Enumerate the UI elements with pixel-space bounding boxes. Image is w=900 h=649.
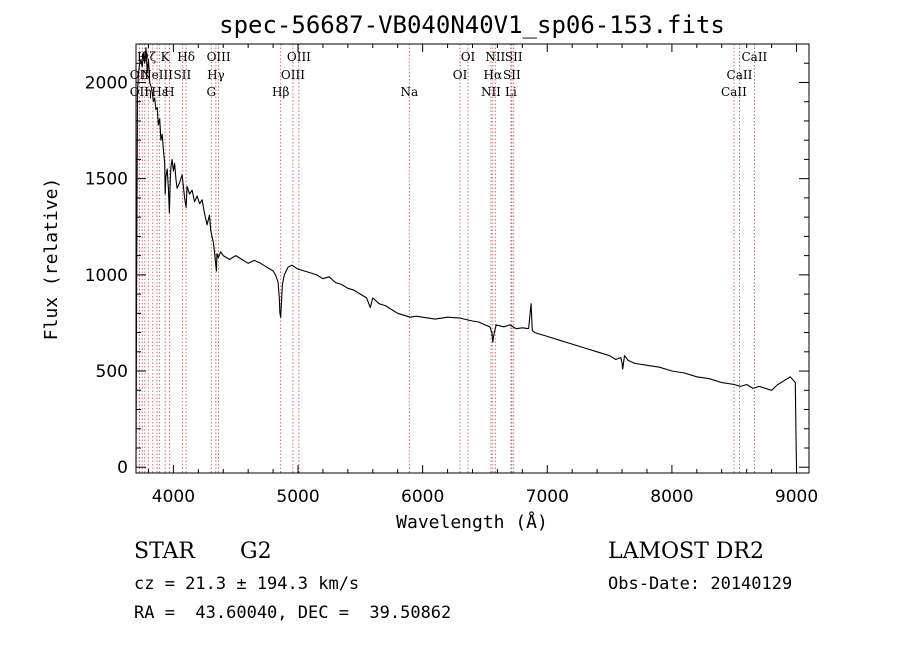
redshift-readout: cz = 21.3 ± 194.3 km/s	[134, 574, 360, 594]
x-tick-label-0: 4000	[152, 487, 195, 507]
y-tick-label-0: 0	[117, 458, 128, 478]
line-label-0: OII	[130, 68, 150, 82]
line-label-15: Hβ	[272, 85, 289, 99]
x-axis: 4000 5000 6000 7000 8000 9000	[147, 44, 818, 507]
x-tick-label-2: 6000	[401, 487, 444, 507]
line-label-4: η	[145, 85, 152, 99]
line-label-21: NII	[481, 85, 501, 99]
line-label-19: OI	[453, 68, 468, 82]
line-label-23: NII	[485, 50, 505, 64]
line-label-6: NeIII	[141, 68, 173, 82]
spectrum-line	[135, 47, 798, 468]
line-label-17: OIII	[287, 50, 311, 64]
line-label-26: SII	[505, 50, 523, 64]
plot-frame	[135, 43, 810, 474]
line-label-18: Na	[400, 85, 418, 99]
line-label-16: OIII	[281, 68, 305, 82]
survey-name: LAMOST DR2	[608, 539, 764, 564]
line-label-8: K	[161, 50, 171, 64]
chart-title: spec-56687-VB040N40V1_sp06-153.fits	[219, 11, 725, 39]
line-label-25: SII	[503, 68, 521, 82]
spectral-line-markers	[138, 44, 755, 473]
object-class: STAR	[134, 539, 195, 564]
line-label-12: G	[206, 85, 216, 99]
spectral-line-labels: OIIOIIHθηζNeIIIHεKHSIIHδGHγOIIIHβOIIIOII…	[130, 50, 768, 99]
line-label-22: Hα	[484, 68, 503, 82]
x-tick-label-1: 5000	[276, 487, 319, 507]
observation-date: Obs-Date: 20140129	[608, 574, 793, 594]
line-label-11: Hδ	[177, 50, 195, 64]
x-axis-label: Wavelength (Å)	[396, 511, 548, 533]
x-tick-label-4: 8000	[650, 487, 693, 507]
line-label-29: CaII	[741, 50, 767, 64]
y-tick-label-3: 1500	[85, 170, 128, 190]
line-label-10: SII	[174, 68, 192, 82]
line-label-7: Hε	[151, 85, 168, 99]
line-label-1: OII	[130, 85, 150, 99]
line-label-20: OI	[461, 50, 476, 64]
line-label-14: OIII	[207, 50, 231, 64]
line-label-27: CaII	[721, 85, 747, 99]
x-tick-label-5: 9000	[775, 487, 818, 507]
y-tick-label-1: 500	[96, 362, 128, 382]
object-subclass: G2	[240, 539, 272, 564]
x-tick-label-3: 7000	[526, 487, 569, 507]
y-axis-label: Flux (relative)	[41, 178, 62, 341]
line-label-5: ζ	[150, 50, 157, 64]
y-tick-label-2: 1000	[85, 266, 128, 286]
y-tick-label-4: 2000	[85, 73, 128, 93]
line-label-2: H	[137, 50, 147, 64]
coordinates-readout: RA = 43.60040, DEC = 39.50862	[134, 603, 452, 623]
line-label-13: Hγ	[207, 68, 225, 82]
line-label-24: Li	[505, 85, 517, 99]
line-label-28: CaII	[727, 68, 753, 82]
y-axis: 0 500 1000 1500 2000	[85, 62, 809, 478]
line-label-9: H	[164, 85, 174, 99]
